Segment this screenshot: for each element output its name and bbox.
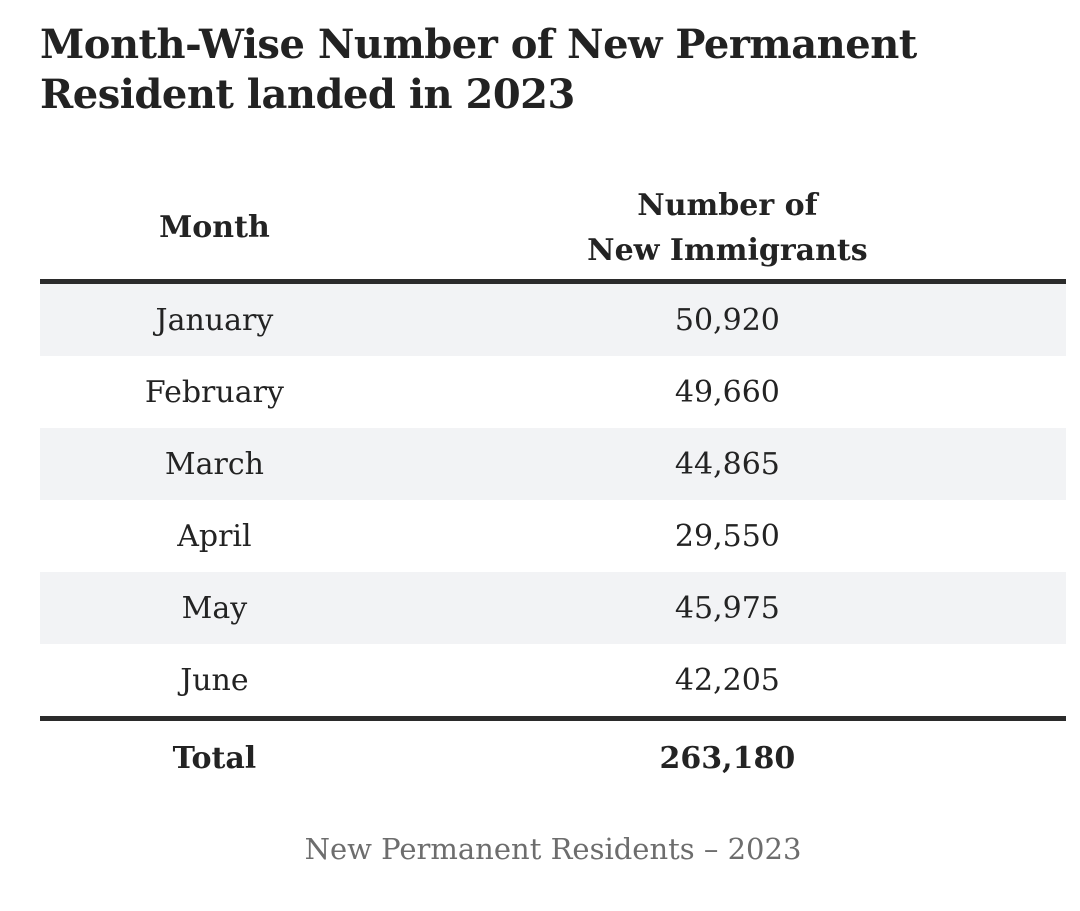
count-cell: 29,550 (674, 518, 780, 554)
table-row: June 42,205 (40, 644, 1066, 716)
table-row: March 44,865 (40, 428, 1066, 500)
month-cell: March (164, 446, 264, 482)
count-cell: 49,660 (674, 374, 780, 410)
month-cell: January (155, 302, 274, 338)
table-caption: New Permanent Residents – 2023 (304, 832, 802, 866)
table-total-row: Total 263,180 (40, 716, 1066, 796)
count-cell: 44,865 (674, 446, 780, 482)
count-cell: 50,920 (674, 302, 780, 338)
immigrants-table: Month Number of New Immigrants January 5… (40, 176, 1066, 796)
header-month: Month (159, 210, 270, 245)
header-new-immigrants: Number of New Immigrants (587, 187, 868, 268)
table-row: May 45,975 (40, 572, 1066, 644)
month-cell: February (144, 374, 284, 410)
table-row: January 50,920 (40, 284, 1066, 356)
count-cell: 42,205 (674, 662, 780, 698)
page-title: Month-Wise Number of New Permanent Resid… (40, 21, 917, 118)
count-cell: 45,975 (674, 590, 780, 626)
table-header-row: Month Number of New Immigrants (40, 176, 1066, 284)
total-label: Total (172, 741, 257, 776)
month-cell: June (180, 662, 249, 698)
month-cell: May (181, 590, 248, 626)
total-value: 263,180 (659, 741, 796, 776)
table-row: April 29,550 (40, 500, 1066, 572)
table-row: February 49,660 (40, 356, 1066, 428)
month-cell: April (177, 518, 252, 554)
